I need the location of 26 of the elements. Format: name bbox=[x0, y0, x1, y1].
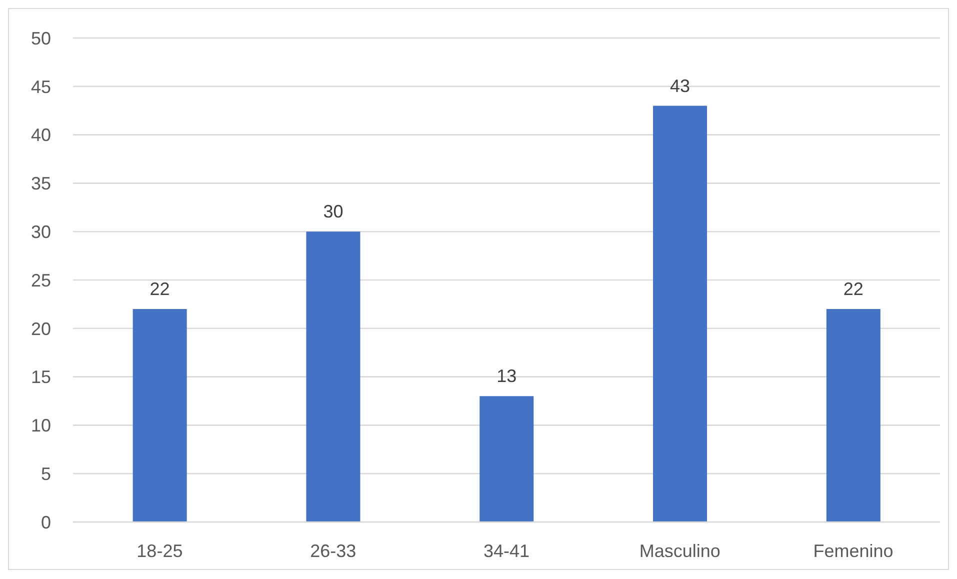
data-label: 22 bbox=[150, 279, 170, 300]
y-tick-label: 45 bbox=[30, 76, 51, 97]
data-label: 43 bbox=[670, 76, 690, 96]
bar bbox=[480, 396, 534, 522]
x-tick-label: Masculino bbox=[639, 540, 720, 561]
y-tick-label: 15 bbox=[30, 367, 51, 388]
bar bbox=[306, 232, 360, 522]
y-tick-label: 50 bbox=[30, 28, 51, 48]
bar bbox=[132, 309, 187, 522]
x-tick-label: 34-41 bbox=[483, 540, 530, 561]
y-tick-label: 35 bbox=[30, 174, 51, 194]
y-tick-label: 30 bbox=[30, 222, 51, 242]
y-tick-label: 0 bbox=[40, 512, 51, 532]
x-tick-label: 18-25 bbox=[136, 540, 183, 561]
y-tick-label: 5 bbox=[40, 464, 51, 484]
data-label: 30 bbox=[323, 202, 344, 222]
bar bbox=[826, 309, 880, 522]
x-tick-label: 26-33 bbox=[310, 540, 356, 561]
y-tick-label: 25 bbox=[30, 270, 51, 290]
y-tick-label: 20 bbox=[30, 318, 51, 339]
y-tick-label: 40 bbox=[30, 125, 51, 146]
bar bbox=[653, 106, 708, 522]
data-label: 13 bbox=[496, 366, 517, 386]
x-tick-label: Femenino bbox=[813, 540, 894, 561]
data-label: 22 bbox=[843, 279, 864, 300]
y-tick-label: 10 bbox=[30, 416, 51, 436]
